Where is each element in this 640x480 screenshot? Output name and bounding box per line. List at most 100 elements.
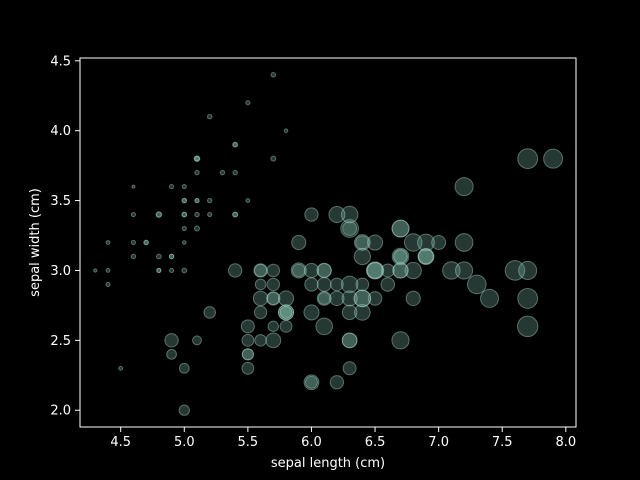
data-point	[416, 233, 435, 252]
data-point	[130, 211, 136, 218]
data-point	[342, 361, 357, 376]
data-point	[131, 184, 136, 189]
data-point	[277, 304, 295, 321]
data-point	[341, 304, 358, 321]
data-point	[340, 205, 359, 224]
data-point	[232, 211, 238, 218]
data-point	[253, 263, 268, 278]
data-point	[194, 211, 200, 218]
data-point	[156, 267, 162, 274]
data-point	[303, 374, 320, 391]
data-point	[442, 261, 461, 280]
data-point	[393, 249, 408, 264]
data-point	[329, 375, 345, 390]
data-point	[194, 155, 200, 162]
data-point	[417, 248, 434, 265]
x-tick-label: 7.5	[492, 435, 513, 450]
x-axis: 4.5 5.0 5.5 6.0 6.5 7.0 7.5 8.0	[110, 427, 576, 450]
data-point	[316, 262, 332, 279]
data-point	[265, 332, 282, 349]
data-point	[266, 277, 281, 292]
data-point	[454, 261, 474, 280]
data-point	[316, 276, 332, 292]
data-point	[366, 261, 384, 280]
data-point	[367, 234, 384, 251]
data-point	[290, 262, 307, 279]
data-point	[270, 155, 277, 162]
data-point	[291, 234, 307, 251]
data-point	[329, 290, 345, 307]
data-point	[155, 211, 163, 218]
data-point	[252, 290, 269, 307]
data-point	[130, 253, 137, 260]
data-point	[143, 239, 150, 246]
data-point	[168, 253, 175, 260]
data-point	[245, 100, 251, 106]
data-point	[240, 319, 255, 334]
data-point	[194, 169, 200, 176]
data-point	[303, 262, 320, 279]
data-point	[366, 262, 384, 279]
data-point	[479, 288, 500, 308]
data-point	[341, 332, 358, 349]
data-point	[241, 361, 255, 375]
data-point	[355, 277, 370, 292]
data-point	[279, 319, 293, 333]
data-point	[270, 72, 277, 78]
y-axis: 2.0 2.5 3.0 3.5 4.0 4.5	[50, 54, 80, 419]
data-point	[192, 335, 202, 346]
data-point	[392, 262, 409, 279]
data-point	[155, 211, 162, 218]
x-tick-label: 8.0	[555, 435, 576, 450]
data-point	[232, 142, 238, 148]
data-point	[341, 332, 358, 349]
data-point	[367, 291, 383, 306]
data-point	[130, 239, 136, 246]
data-point	[266, 291, 281, 306]
data-point	[241, 348, 254, 361]
data-point	[516, 315, 539, 338]
data-point	[277, 304, 295, 321]
data-point	[342, 221, 358, 236]
data-point	[203, 306, 216, 319]
data-point	[181, 198, 187, 203]
data-point	[504, 260, 526, 281]
y-tick-label: 2.5	[50, 334, 71, 349]
data-point	[193, 225, 201, 232]
data-point	[403, 233, 423, 252]
data-point	[105, 240, 111, 245]
data-point	[194, 155, 200, 162]
data-point	[207, 211, 213, 218]
data-point	[193, 155, 201, 162]
data-point	[353, 289, 372, 308]
x-tick-label: 5.5	[238, 435, 259, 450]
data-point	[518, 260, 538, 280]
data-point	[316, 263, 332, 278]
data-point	[380, 277, 396, 292]
data-point	[353, 247, 371, 266]
data-point	[227, 263, 243, 278]
data-point	[232, 141, 239, 148]
data-point	[182, 240, 187, 245]
data-point	[355, 235, 370, 250]
data-point	[404, 261, 422, 280]
data-point	[391, 219, 410, 238]
data-point	[155, 253, 162, 260]
data-point	[315, 317, 333, 336]
data-point	[304, 207, 319, 222]
data-point	[517, 148, 539, 170]
data-point	[353, 304, 371, 321]
data-point	[454, 233, 474, 252]
data-point	[181, 197, 188, 204]
data-point	[181, 225, 187, 232]
data-point	[219, 169, 226, 176]
data-point	[303, 304, 320, 321]
data-point	[118, 365, 124, 371]
data-point	[143, 240, 149, 245]
data-point	[164, 333, 179, 348]
data-point	[181, 267, 188, 274]
data-point	[232, 211, 239, 218]
data-point	[393, 249, 408, 264]
data-point	[431, 235, 447, 250]
data-point	[254, 278, 267, 291]
